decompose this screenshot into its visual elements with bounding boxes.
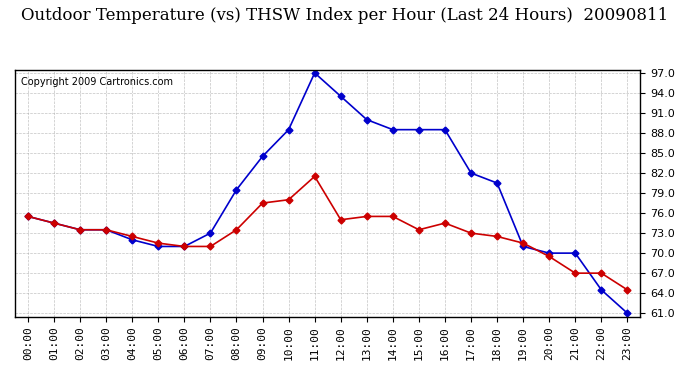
Text: Outdoor Temperature (vs) THSW Index per Hour (Last 24 Hours)  20090811: Outdoor Temperature (vs) THSW Index per … — [21, 8, 669, 24]
Text: Copyright 2009 Cartronics.com: Copyright 2009 Cartronics.com — [21, 77, 173, 87]
